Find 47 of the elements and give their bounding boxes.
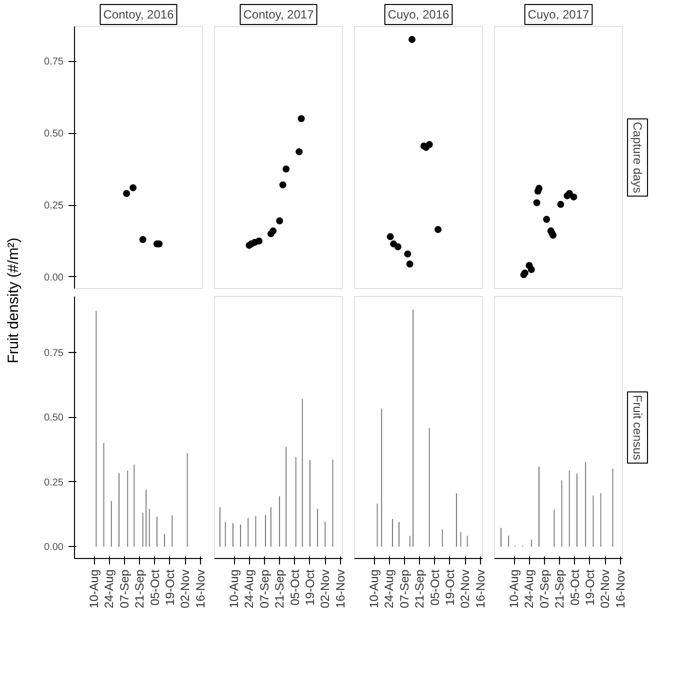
chart-title: Contoy, 2016 bbox=[103, 8, 174, 22]
chart-title: Cuyo, 2016 bbox=[388, 8, 450, 22]
x-tick-label: 07-Sep bbox=[537, 569, 552, 608]
x-tick-label: 07-Sep bbox=[257, 569, 272, 608]
y-tick-label: 0.00 bbox=[44, 272, 64, 284]
x-tick-label: 05-Oct bbox=[428, 568, 442, 606]
y-tick-label: 0.75 bbox=[44, 56, 64, 68]
x-tick-label: 21-Sep bbox=[272, 569, 287, 608]
x-tick-label: 16-Nov bbox=[613, 569, 628, 608]
text: Capture days bbox=[630, 122, 644, 194]
x-tick-label: 19-Oct bbox=[302, 568, 317, 606]
x-tick-label: 05-Oct bbox=[148, 568, 162, 606]
x-tick-label: 02-Nov bbox=[178, 569, 192, 608]
y-tick-label: 0.25 bbox=[44, 477, 64, 488]
x-tick-label: 10-Aug bbox=[227, 569, 242, 608]
x-tick-label: 19-Oct bbox=[442, 568, 457, 606]
text: Fruit census bbox=[630, 394, 644, 460]
x-tick-label: 24-Aug bbox=[102, 569, 116, 608]
x-tick-label: 05-Oct bbox=[568, 568, 582, 606]
x-tick-label: 19-Oct bbox=[582, 568, 597, 606]
x-tick-label: 02-Nov bbox=[598, 569, 612, 608]
x-tick-label: 10-Aug bbox=[507, 569, 522, 608]
x-tick-label: 16-Nov bbox=[333, 569, 348, 608]
y-tick-label: 0.50 bbox=[44, 128, 64, 140]
chart-title: Cuyo, 2017 bbox=[528, 8, 590, 22]
x-tick-label: 05-Oct bbox=[288, 568, 302, 606]
x-tick-label: 10-Aug bbox=[87, 569, 102, 608]
x-tick-label: 02-Nov bbox=[458, 569, 472, 608]
x-tick-label: 21-Sep bbox=[412, 569, 427, 608]
x-tick-label: 24-Aug bbox=[382, 569, 396, 608]
y-axis-title: Fruit density (#/m²) bbox=[5, 238, 22, 364]
y-tick-label: 0.75 bbox=[44, 348, 64, 359]
x-tick-label: 07-Sep bbox=[397, 569, 412, 608]
x-tick-label: 24-Aug bbox=[242, 569, 256, 608]
x-tick-label: 19-Oct bbox=[162, 568, 177, 606]
y-tick-label: 0.25 bbox=[44, 200, 64, 212]
x-tick-label: 21-Sep bbox=[552, 569, 567, 608]
x-tick-label: 02-Nov bbox=[318, 569, 332, 608]
x-tick-label: 16-Nov bbox=[473, 569, 488, 608]
x-tick-label: 10-Aug bbox=[367, 569, 382, 608]
y-tick-label: 0.00 bbox=[44, 542, 64, 554]
y-tick-label: 0.50 bbox=[44, 412, 64, 424]
x-tick-label: 24-Aug bbox=[522, 569, 536, 608]
x-tick-label: 16-Nov bbox=[193, 569, 208, 608]
x-tick-label: 07-Sep bbox=[117, 569, 132, 608]
x-tick-label: 21-Sep bbox=[132, 569, 147, 608]
chart-title: Contoy, 2017 bbox=[243, 8, 314, 22]
